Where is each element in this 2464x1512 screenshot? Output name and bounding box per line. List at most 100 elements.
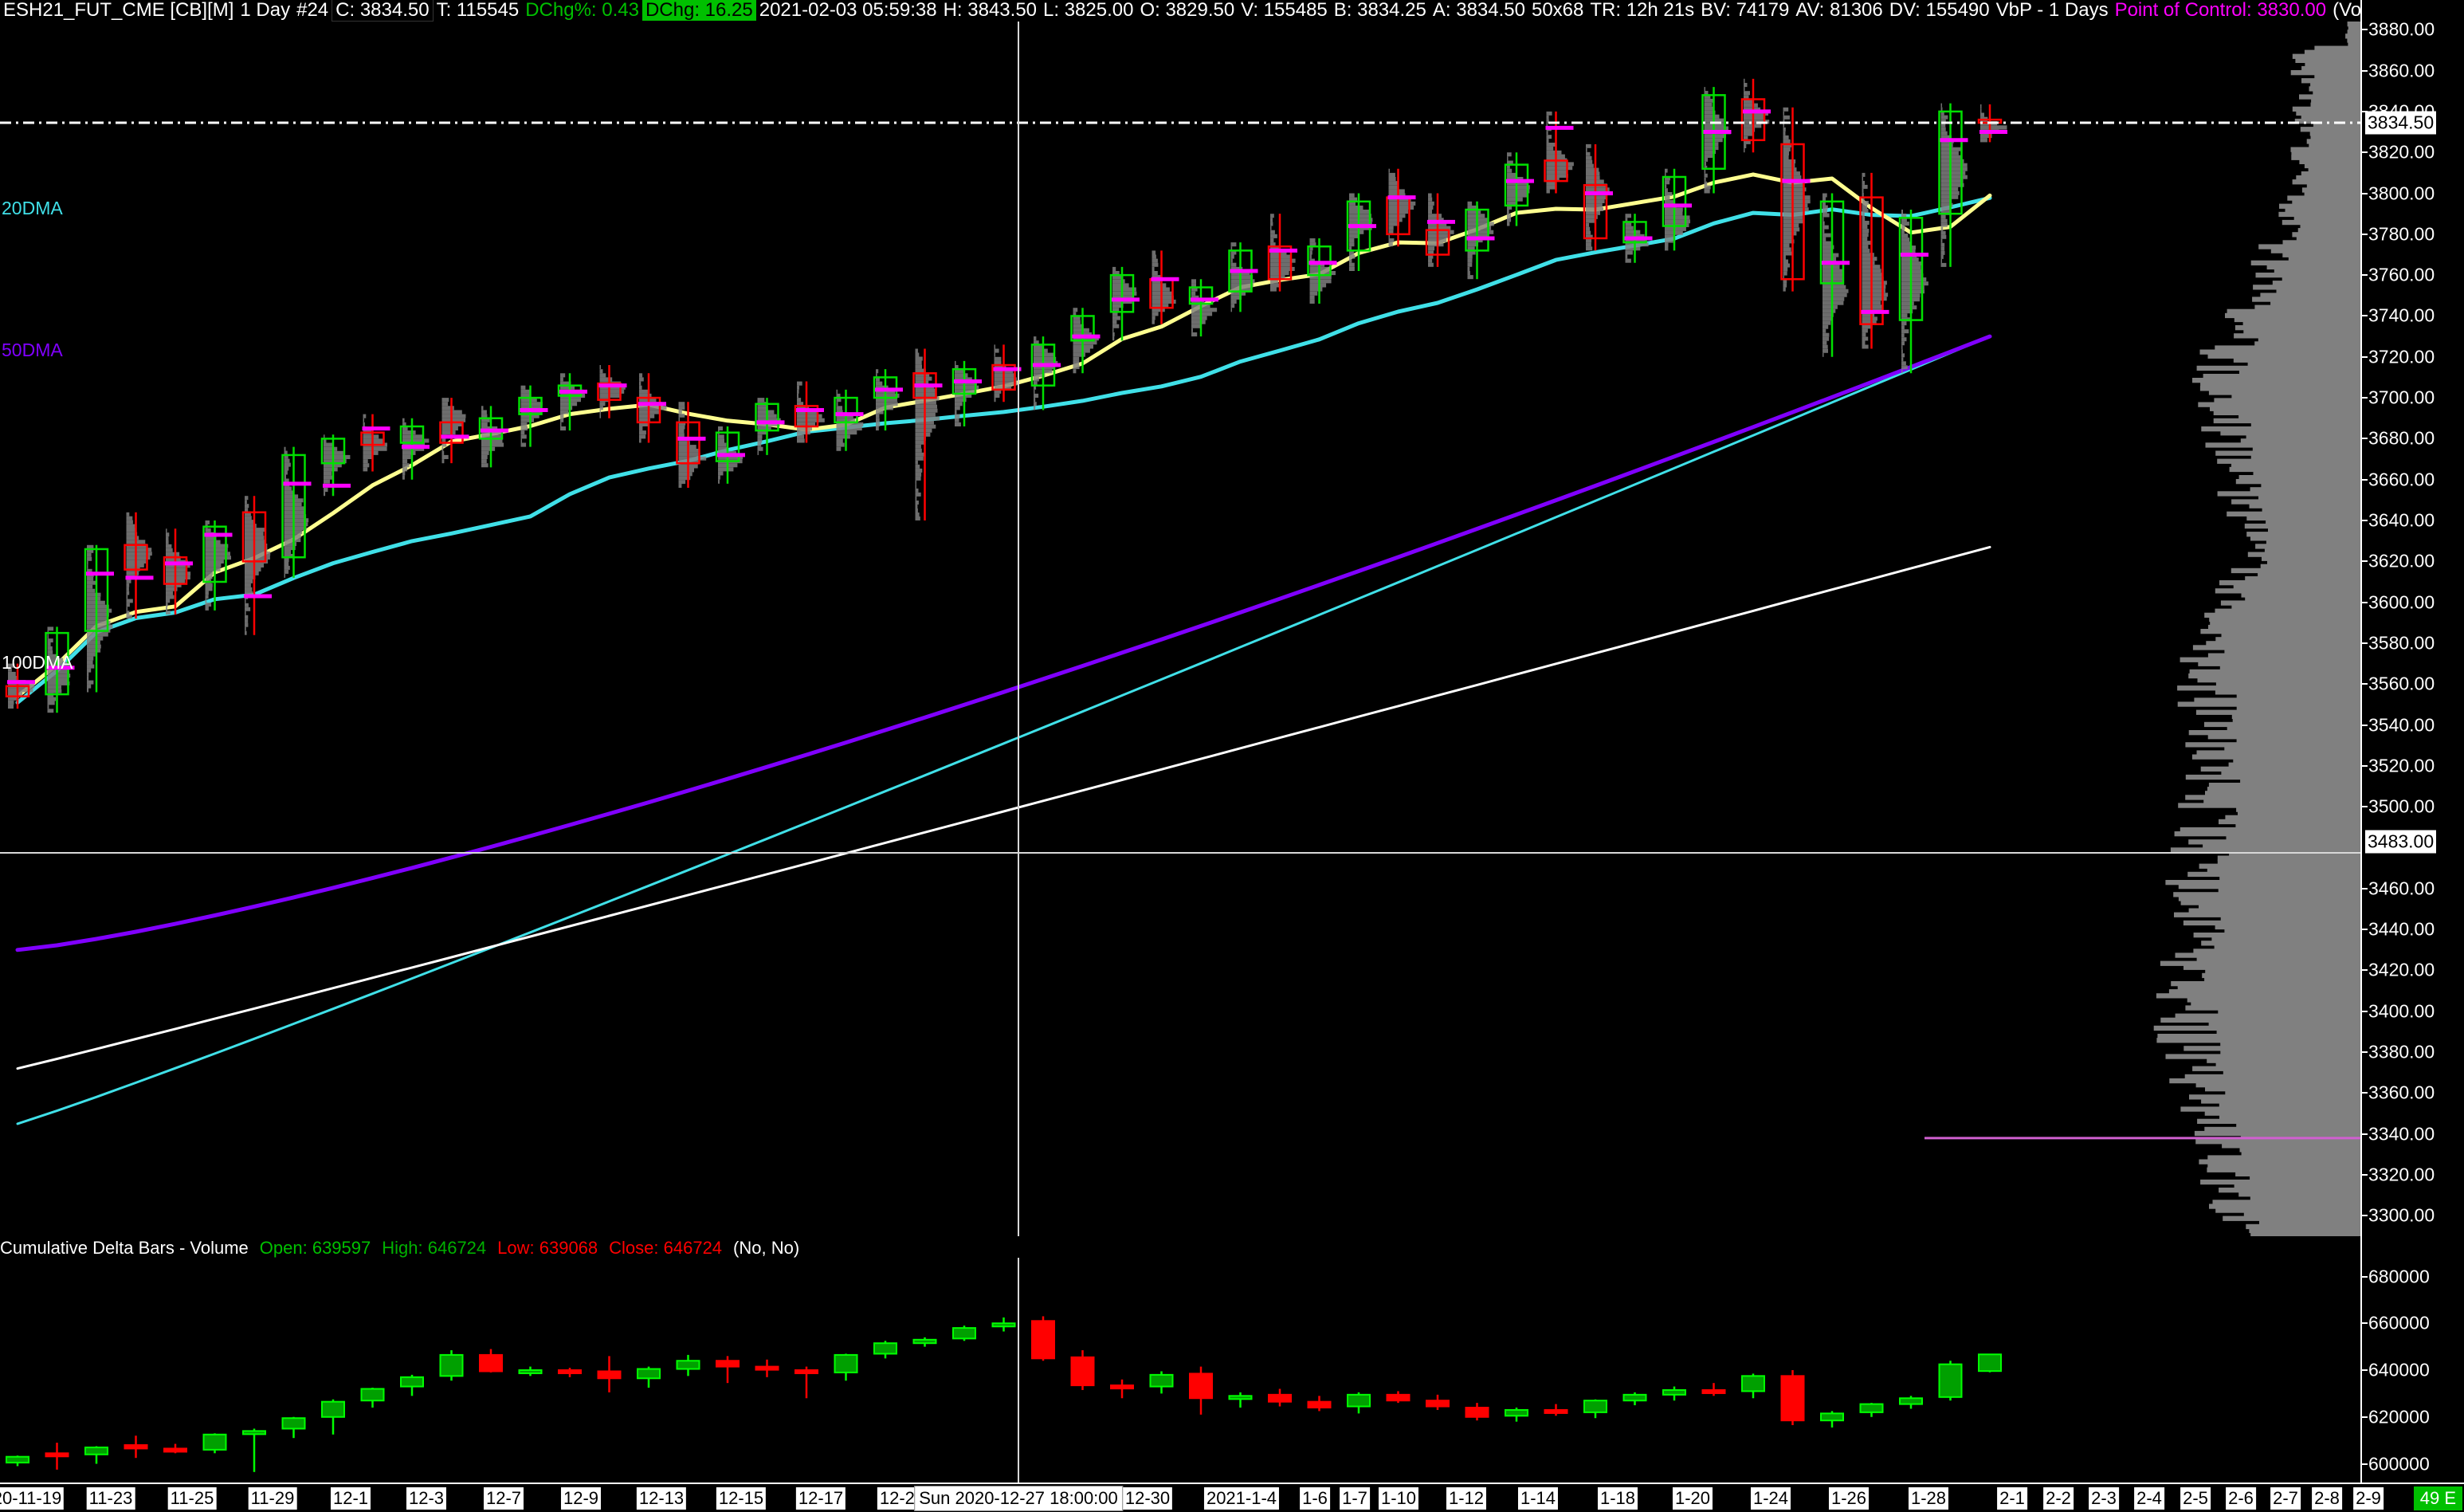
time-axis-label: 2-3 bbox=[2089, 1487, 2119, 1510]
time-axis-label: 12-30 bbox=[1122, 1487, 1173, 1510]
price-axis-tick bbox=[2362, 560, 2368, 563]
delta-low-value: Low: 639068 bbox=[497, 1238, 598, 1258]
price-axis-label: 3560.00 bbox=[2368, 673, 2435, 694]
bid-ask-size-value: 50x68 bbox=[1531, 0, 1584, 21]
time-axis-label: 2-7 bbox=[2270, 1487, 2301, 1510]
price-axis-label: 3360.00 bbox=[2368, 1082, 2435, 1103]
price-axis-label: 3800.00 bbox=[2368, 183, 2435, 203]
time-axis-label: 11-23 bbox=[86, 1487, 135, 1510]
delta-open-value: Open: 639597 bbox=[259, 1238, 371, 1258]
price-axis-tick bbox=[2362, 1051, 2368, 1054]
price-axis-tick bbox=[2362, 69, 2368, 72]
price-axis-tick bbox=[2362, 1215, 2368, 1217]
time-axis-label: 1-10 bbox=[1378, 1487, 1419, 1510]
price-axis-label: 3680.00 bbox=[2368, 427, 2435, 449]
price-axis-label: 3880.00 bbox=[2368, 18, 2435, 40]
time-axis-label: 20-11-19 bbox=[0, 1487, 65, 1510]
price-axis-label: 3600.00 bbox=[2368, 591, 2435, 613]
time-axis-label: 2-1 bbox=[1997, 1487, 2027, 1510]
price-axis-tick bbox=[2362, 438, 2368, 440]
time-axis-label: 1-28 bbox=[1908, 1487, 1949, 1510]
time-axis-label: 1-26 bbox=[1828, 1487, 1870, 1510]
delta-title: Cumulative Delta Bars - Volume bbox=[0, 1238, 249, 1258]
time-axis-label: 12-7 bbox=[483, 1487, 524, 1510]
price-axis-label: 3620.00 bbox=[2368, 550, 2435, 571]
delta-axis-tick bbox=[2362, 1275, 2368, 1278]
price-axis-label: 3540.00 bbox=[2368, 714, 2435, 736]
connection-status-badge[interactable]: 49 E bbox=[2413, 1486, 2462, 1510]
price-axis-tick bbox=[2362, 683, 2368, 685]
ask-volume-value: AV: 81306 bbox=[1795, 0, 1883, 21]
price-axis-label: 3400.00 bbox=[2368, 1000, 2435, 1022]
interval-label: 1 Day bbox=[240, 0, 291, 21]
time-axis-label: 2-4 bbox=[2134, 1487, 2164, 1510]
price-axis-tick bbox=[2362, 29, 2368, 31]
cumulative-delta-pane[interactable] bbox=[0, 1258, 2360, 1483]
time-axis[interactable]: 49 E 20-11-19 11-23 11-25 11-29 12-1 12-3 12-7… bbox=[0, 1483, 2464, 1512]
delta-close-value: Close: 646724 bbox=[609, 1238, 723, 1258]
price-axis-tick bbox=[2362, 1010, 2368, 1012]
price-axis-tick bbox=[2362, 601, 2368, 603]
open-value: O: 3829.50 bbox=[1140, 0, 1235, 21]
price-axis-tick bbox=[2362, 1133, 2368, 1135]
price-axis-tick bbox=[2362, 233, 2368, 235]
price-axis-tick bbox=[2362, 478, 2368, 481]
delta-high-value: High: 646724 bbox=[382, 1238, 487, 1258]
time-axis-label: 2-5 bbox=[2180, 1487, 2211, 1510]
high-value: H: 3843.50 bbox=[943, 0, 1038, 21]
price-axis-tick bbox=[2362, 274, 2368, 277]
delta-flags-label: (No, No) bbox=[733, 1238, 800, 1258]
price-axis[interactable]: 3880.003860.003840.003820.003800.003780.… bbox=[2360, 0, 2464, 1483]
price-axis-label: 3760.00 bbox=[2368, 264, 2435, 285]
price-axis-highlight[interactable]: 3834.50 bbox=[2365, 111, 2437, 135]
price-axis-tick bbox=[2362, 1092, 2368, 1094]
ask-value: A: 3834.50 bbox=[1432, 0, 1525, 21]
price-axis-tick bbox=[2362, 806, 2368, 808]
price-axis-label: 3660.00 bbox=[2368, 469, 2435, 490]
price-axis-label: 3520.00 bbox=[2368, 755, 2435, 776]
price-axis-tick bbox=[2362, 110, 2368, 112]
price-chart-canvas bbox=[0, 22, 2360, 1236]
time-axis-label: 1-6 bbox=[1300, 1487, 1330, 1510]
price-axis-tick bbox=[2362, 969, 2368, 972]
price-axis-label: 3460.00 bbox=[2368, 878, 2435, 899]
delta-axis-label: 660000 bbox=[2368, 1312, 2430, 1333]
price-axis-highlight[interactable]: 3483.00 bbox=[2365, 830, 2437, 854]
time-axis-label: 12-17 bbox=[795, 1487, 846, 1510]
price-axis-label: 3720.00 bbox=[2368, 346, 2435, 367]
price-axis-label: 3780.00 bbox=[2368, 223, 2435, 245]
time-axis-label: 2021-1-4 bbox=[1203, 1487, 1280, 1510]
delta-axis-label: 620000 bbox=[2368, 1406, 2430, 1428]
time-axis-label: 12-13 bbox=[636, 1487, 687, 1510]
time-axis-label: 1-14 bbox=[1517, 1487, 1559, 1510]
price-axis-tick bbox=[2362, 151, 2368, 154]
datetime-value: 2021-02-03 05:59:38 bbox=[759, 0, 937, 21]
time-axis-label: 12-15 bbox=[716, 1487, 767, 1510]
price-axis-label: 3420.00 bbox=[2368, 959, 2435, 980]
time-axis-label: 12-9 bbox=[560, 1487, 602, 1510]
price-axis-tick bbox=[2362, 192, 2368, 194]
chart-header-bar: ESH21_FUT_CME [CB][M] 1 Day #24 C: 3834.… bbox=[0, 0, 2464, 22]
price-axis-tick bbox=[2362, 929, 2368, 931]
delta-axis-label: 680000 bbox=[2368, 1266, 2430, 1286]
delta-axis-tick bbox=[2362, 1322, 2368, 1325]
time-remaining-value: TR: 12h 21s bbox=[1590, 0, 1695, 21]
price-chart-pane[interactable]: 20DMA 50DMA 100DMA bbox=[0, 22, 2360, 1236]
vbp-label: VbP - 1 Days bbox=[1995, 0, 2109, 21]
delta-axis-tick bbox=[2362, 1369, 2368, 1371]
time-axis-label: 2-2 bbox=[2043, 1487, 2074, 1510]
time-axis-label: 1-7 bbox=[1340, 1487, 1370, 1510]
price-axis-label: 3820.00 bbox=[2368, 141, 2435, 163]
price-axis-tick bbox=[2362, 520, 2368, 522]
low-value: L: 3825.00 bbox=[1043, 0, 1134, 21]
cumulative-delta-canvas bbox=[6, 1258, 2002, 1483]
cumulative-delta-header: Cumulative Delta Bars - Volume Open: 639… bbox=[0, 1238, 2360, 1258]
time-axis-label: 11-25 bbox=[167, 1487, 217, 1510]
price-axis-tick bbox=[2362, 724, 2368, 726]
time-axis-label: 1-20 bbox=[1672, 1487, 1713, 1510]
price-axis-label: 3580.00 bbox=[2368, 632, 2435, 654]
delta-axis-label: 640000 bbox=[2368, 1359, 2430, 1380]
price-axis-tick bbox=[2362, 397, 2368, 399]
crosshair-time-label: Sun 2020-12-27 18:00:00 bbox=[914, 1486, 1123, 1511]
